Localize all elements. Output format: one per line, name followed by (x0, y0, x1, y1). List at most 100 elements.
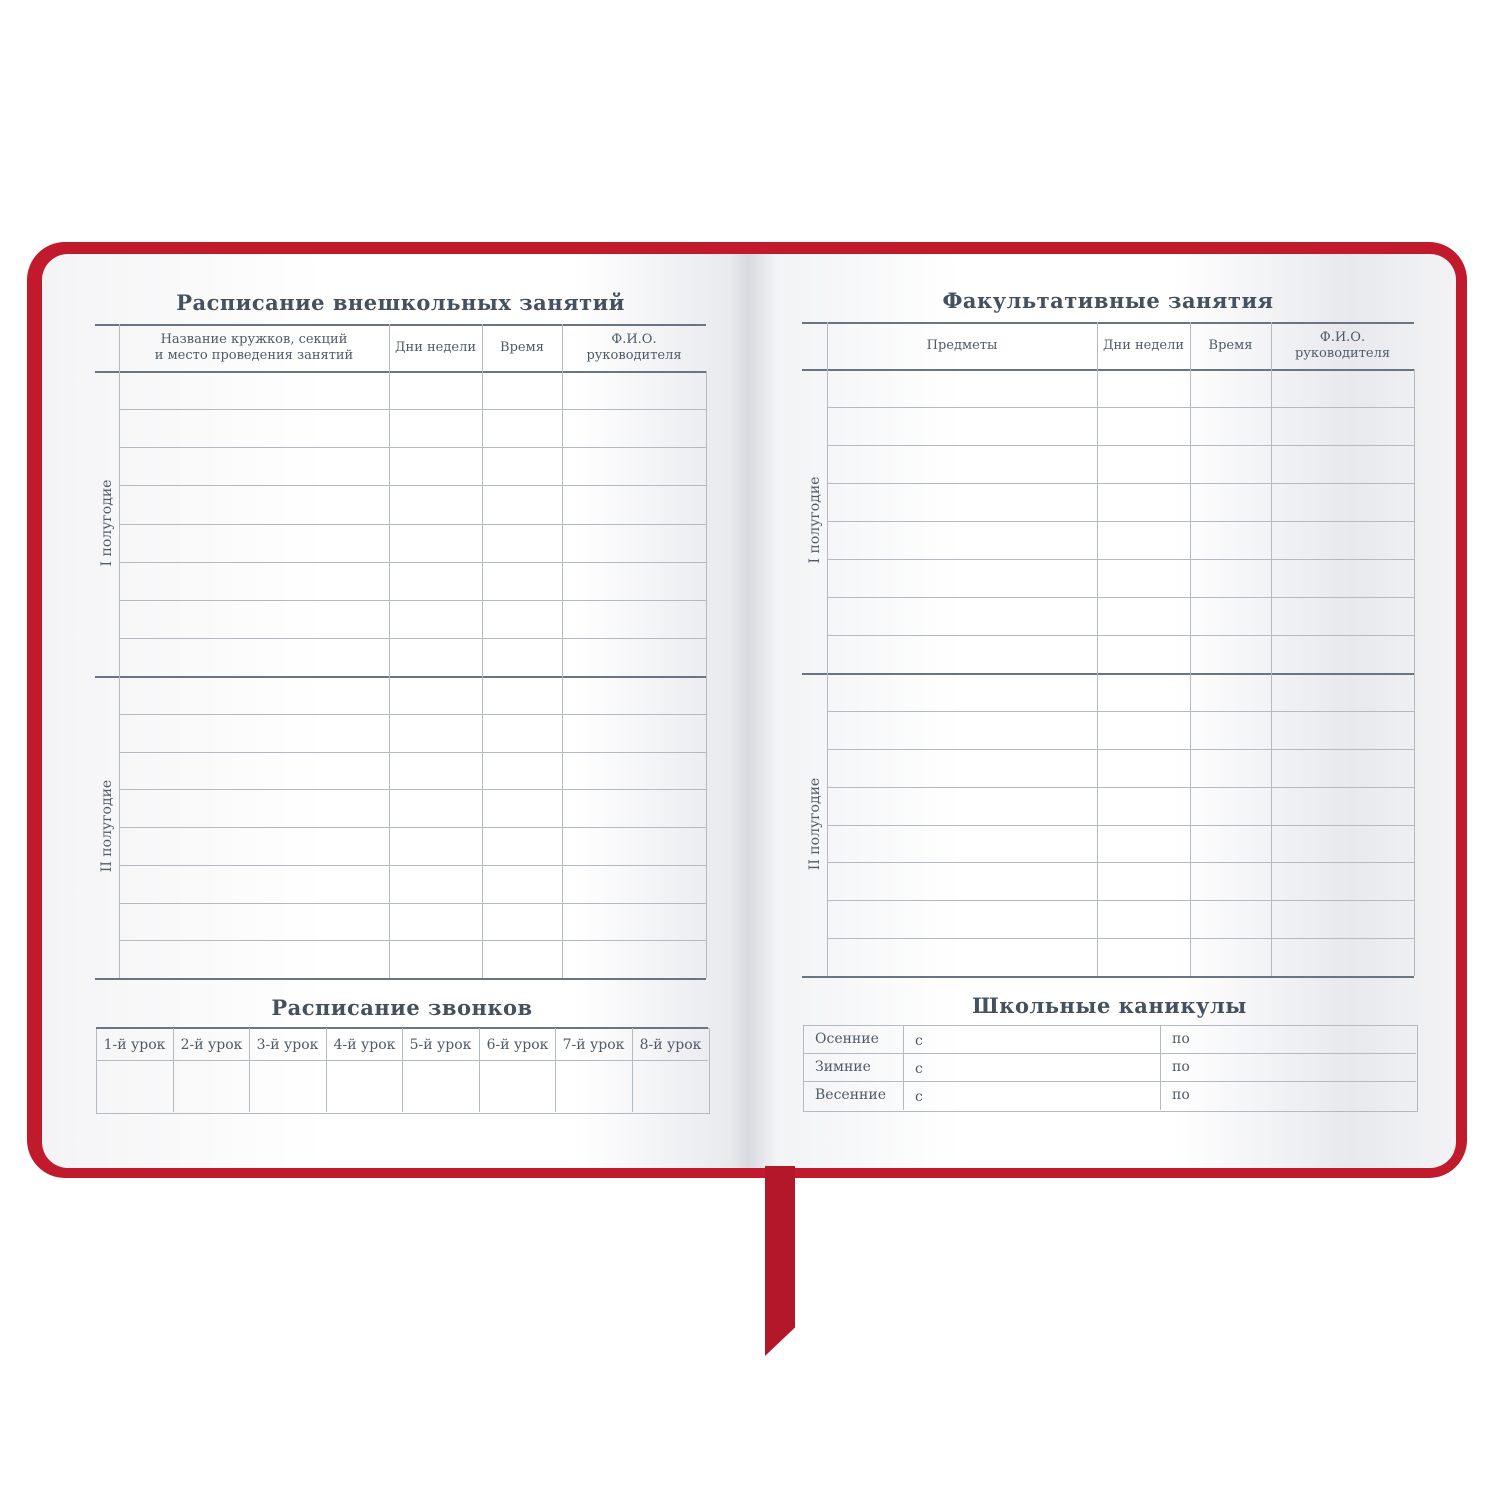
extracurricular-entry-cell[interactable] (563, 677, 705, 713)
lesson-time-cell[interactable] (250, 1062, 325, 1110)
elective-entry-cell[interactable] (1098, 484, 1189, 520)
extracurricular-entry-cell[interactable] (563, 525, 705, 561)
extracurricular-entry-cell[interactable] (483, 677, 561, 713)
extracurricular-entry-cell[interactable] (390, 715, 481, 751)
elective-entry-cell[interactable] (1098, 826, 1189, 862)
elective-entry-cell[interactable] (1272, 522, 1413, 558)
elective-entry-cell[interactable] (1098, 674, 1189, 710)
extracurricular-entry-cell[interactable] (563, 448, 705, 484)
extracurricular-entry-cell[interactable] (483, 904, 561, 940)
elective-entry-cell[interactable] (1191, 522, 1270, 558)
extracurricular-entry-cell[interactable] (563, 715, 705, 751)
elective-entry-cell[interactable] (1191, 484, 1270, 520)
lesson-time-cell[interactable] (327, 1062, 402, 1110)
extracurricular-entry-cell[interactable] (390, 486, 481, 522)
extracurricular-entry-cell[interactable] (563, 941, 705, 977)
extracurricular-entry-cell[interactable] (563, 790, 705, 826)
elective-entry-cell[interactable] (828, 939, 1096, 975)
extracurricular-entry-cell[interactable] (390, 753, 481, 789)
extracurricular-entry-cell[interactable] (563, 410, 705, 446)
extracurricular-entry-cell[interactable] (483, 753, 561, 789)
extracurricular-entry-cell[interactable] (563, 828, 705, 864)
elective-entry-cell[interactable] (1272, 484, 1413, 520)
elective-entry-cell[interactable] (1098, 560, 1189, 596)
extracurricular-entry-cell[interactable] (483, 715, 561, 751)
elective-entry-cell[interactable] (1098, 370, 1189, 406)
lesson-time-cell[interactable] (633, 1062, 708, 1110)
elective-entry-cell[interactable] (1098, 408, 1189, 444)
elective-entry-cell[interactable] (1191, 712, 1270, 748)
elective-entry-cell[interactable] (1098, 636, 1189, 672)
elective-entry-cell[interactable] (1098, 712, 1189, 748)
elective-entry-cell[interactable] (828, 901, 1096, 937)
extracurricular-entry-cell[interactable] (390, 410, 481, 446)
extracurricular-entry-cell[interactable] (563, 866, 705, 902)
extracurricular-entry-cell[interactable] (483, 563, 561, 599)
extracurricular-entry-cell[interactable] (483, 410, 561, 446)
extracurricular-entry-cell[interactable] (563, 563, 705, 599)
extracurricular-entry-cell[interactable] (483, 372, 561, 408)
elective-entry-cell[interactable] (1272, 826, 1413, 862)
elective-entry-cell[interactable] (1272, 598, 1413, 634)
lesson-time-cell[interactable] (480, 1062, 555, 1110)
elective-entry-cell[interactable] (1272, 863, 1413, 899)
holiday-to-field[interactable]: по (1172, 1031, 1190, 1047)
elective-entry-cell[interactable] (828, 750, 1096, 786)
extracurricular-entry-cell[interactable] (120, 639, 388, 675)
elective-entry-cell[interactable] (828, 408, 1096, 444)
elective-entry-cell[interactable] (1272, 939, 1413, 975)
elective-entry-cell[interactable] (1272, 560, 1413, 596)
elective-entry-cell[interactable] (1272, 446, 1413, 482)
elective-entry-cell[interactable] (1191, 674, 1270, 710)
extracurricular-entry-cell[interactable] (390, 448, 481, 484)
elective-entry-cell[interactable] (1191, 863, 1270, 899)
extracurricular-entry-cell[interactable] (483, 486, 561, 522)
holiday-to-field[interactable]: по (1172, 1087, 1190, 1103)
lesson-time-cell[interactable] (556, 1062, 631, 1110)
extracurricular-entry-cell[interactable] (390, 904, 481, 940)
elective-entry-cell[interactable] (1098, 788, 1189, 824)
extracurricular-entry-cell[interactable] (390, 601, 481, 637)
holiday-from-field[interactable]: с (915, 1033, 923, 1049)
elective-entry-cell[interactable] (1098, 522, 1189, 558)
elective-entry-cell[interactable] (1191, 560, 1270, 596)
extracurricular-entry-cell[interactable] (120, 563, 388, 599)
elective-entry-cell[interactable] (828, 863, 1096, 899)
elective-entry-cell[interactable] (828, 712, 1096, 748)
extracurricular-entry-cell[interactable] (483, 941, 561, 977)
extracurricular-entry-cell[interactable] (120, 410, 388, 446)
extracurricular-entry-cell[interactable] (120, 525, 388, 561)
lesson-time-cell[interactable] (97, 1062, 172, 1110)
holiday-from-field[interactable]: с (915, 1061, 923, 1077)
elective-entry-cell[interactable] (1191, 826, 1270, 862)
extracurricular-entry-cell[interactable] (120, 486, 388, 522)
extracurricular-entry-cell[interactable] (120, 753, 388, 789)
elective-entry-cell[interactable] (828, 674, 1096, 710)
extracurricular-entry-cell[interactable] (563, 601, 705, 637)
elective-entry-cell[interactable] (1191, 370, 1270, 406)
elective-entry-cell[interactable] (828, 598, 1096, 634)
elective-entry-cell[interactable] (1191, 446, 1270, 482)
elective-entry-cell[interactable] (1191, 901, 1270, 937)
extracurricular-entry-cell[interactable] (390, 372, 481, 408)
extracurricular-entry-cell[interactable] (390, 828, 481, 864)
extracurricular-entry-cell[interactable] (563, 639, 705, 675)
extracurricular-entry-cell[interactable] (563, 753, 705, 789)
extracurricular-entry-cell[interactable] (390, 941, 481, 977)
holiday-to-field[interactable]: по (1172, 1059, 1190, 1075)
extracurricular-entry-cell[interactable] (483, 601, 561, 637)
extracurricular-entry-cell[interactable] (120, 448, 388, 484)
elective-entry-cell[interactable] (1191, 598, 1270, 634)
extracurricular-entry-cell[interactable] (483, 525, 561, 561)
elective-entry-cell[interactable] (1191, 939, 1270, 975)
elective-entry-cell[interactable] (1272, 674, 1413, 710)
elective-entry-cell[interactable] (828, 826, 1096, 862)
elective-entry-cell[interactable] (828, 636, 1096, 672)
elective-entry-cell[interactable] (1098, 901, 1189, 937)
extracurricular-entry-cell[interactable] (120, 828, 388, 864)
elective-entry-cell[interactable] (1191, 788, 1270, 824)
extracurricular-entry-cell[interactable] (483, 639, 561, 675)
holiday-from-field[interactable]: с (915, 1089, 923, 1105)
elective-entry-cell[interactable] (1098, 446, 1189, 482)
extracurricular-entry-cell[interactable] (120, 941, 388, 977)
